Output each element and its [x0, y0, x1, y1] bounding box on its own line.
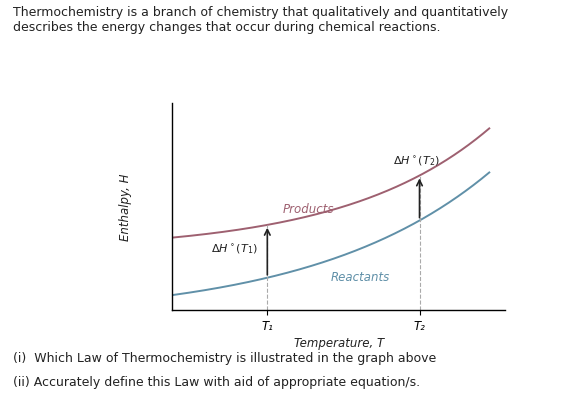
Text: Reactants: Reactants: [331, 271, 390, 284]
Text: $\Delta H^\circ(T_2)$: $\Delta H^\circ(T_2)$: [393, 154, 440, 168]
Text: (ii) Accurately define this Law with aid of appropriate equation/s.: (ii) Accurately define this Law with aid…: [13, 376, 420, 389]
Text: Enthalpy, H: Enthalpy, H: [119, 173, 132, 241]
Text: (i)  Which Law of Thermochemistry is illustrated in the graph above: (i) Which Law of Thermochemistry is illu…: [13, 352, 436, 365]
Text: Products: Products: [283, 203, 335, 216]
Text: $\Delta H^\circ(T_1)$: $\Delta H^\circ(T_1)$: [211, 242, 258, 256]
Text: Thermochemistry is a branch of chemistry that qualitatively and quantitatively
d: Thermochemistry is a branch of chemistry…: [13, 6, 508, 34]
X-axis label: Temperature, T: Temperature, T: [293, 338, 384, 350]
